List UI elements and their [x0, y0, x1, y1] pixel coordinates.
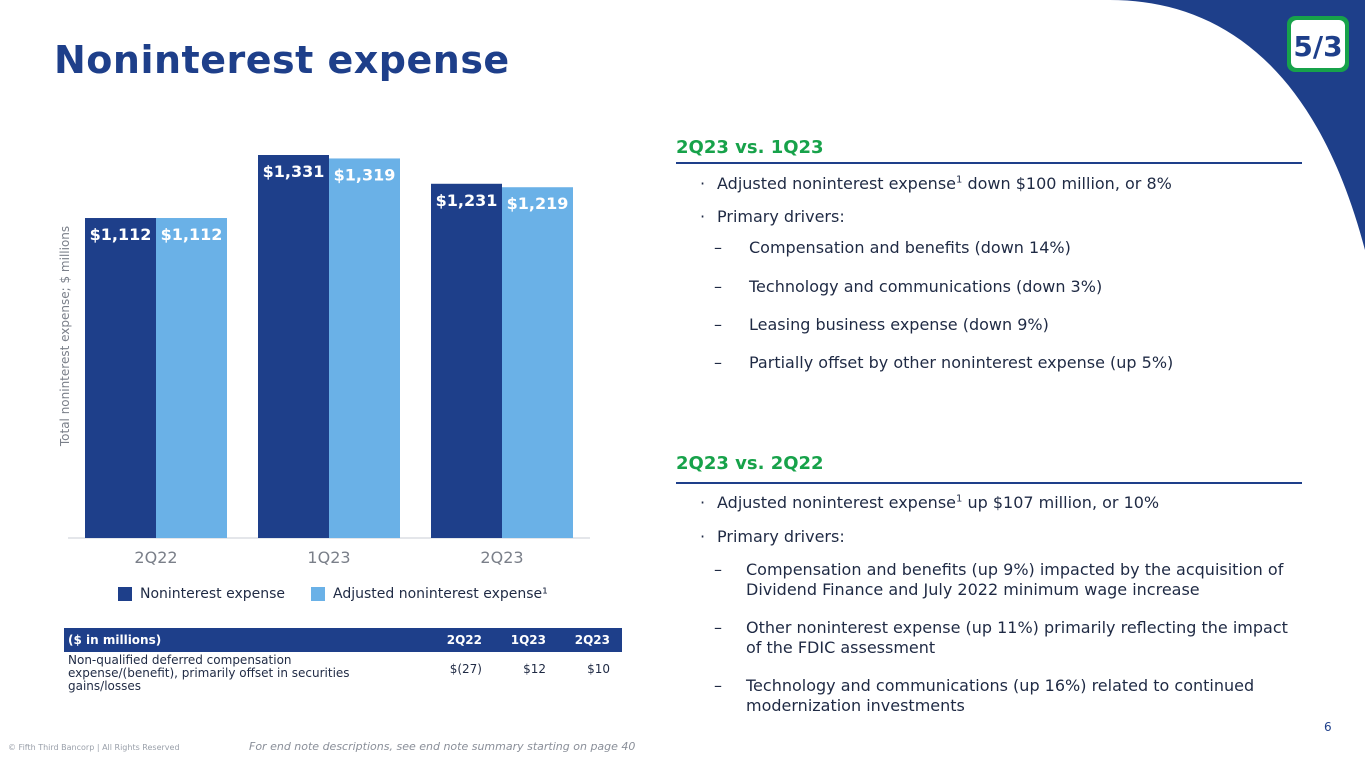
- table-cell: $10: [587, 662, 610, 676]
- legend-item-noninterest: Noninterest expense: [118, 586, 285, 602]
- data-label: $1,319: [334, 165, 396, 184]
- bar-adjusted-2Q22: [156, 218, 227, 538]
- table-header-cell: 2Q22: [446, 633, 482, 647]
- bar-noninterest-1Q23: [258, 155, 329, 538]
- bar-chart: $1,112 $1,112 2Q22 $1,331 $1,319 1Q23 $1,231 $1…: [68, 155, 590, 567]
- x-tick-label: 2Q22: [134, 548, 177, 567]
- page-title: Noninterest expense: [54, 38, 510, 82]
- data-label: $1,219: [507, 194, 569, 213]
- table-row: Non-qualified deferred compensation expe…: [64, 652, 622, 693]
- fifth-third-logo-icon: 5/3: [1287, 16, 1349, 72]
- legend-label-adjusted: Adjusted noninterest expense¹: [333, 586, 548, 602]
- table-header: ($ in millions) 2Q22 1Q23 2Q23: [64, 628, 622, 652]
- bar-adjusted-2Q23: [502, 187, 573, 538]
- bar-noninterest-2Q22: [85, 218, 156, 538]
- legend-item-adjusted: Adjusted noninterest expense¹: [311, 586, 548, 602]
- logo-text: 5/3: [1293, 30, 1342, 63]
- deferred-comp-table: ($ in millions) 2Q22 1Q23 2Q23 Non-quali…: [64, 628, 622, 693]
- section-divider: [676, 482, 1302, 484]
- data-label: $1,331: [263, 162, 325, 181]
- table-header-cell: ($ in millions): [68, 632, 162, 647]
- table-row-label: Non-qualified deferred compensation expe…: [68, 653, 350, 693]
- table-header-cell: 1Q23: [510, 633, 546, 647]
- table-cell: $12: [523, 662, 546, 676]
- data-label: $1,112: [161, 225, 223, 244]
- copyright-text: © Fifth Third Bancorp | All Rights Reser…: [8, 743, 180, 752]
- legend-swatch-dark: [118, 587, 132, 601]
- table-header-cell: 2Q23: [574, 633, 610, 647]
- section-heading-1q23: 2Q23 vs. 1Q23: [676, 137, 824, 158]
- table-cell: $(27): [449, 662, 482, 676]
- page-number: 6: [1324, 720, 1332, 734]
- endnote-text: For end note descriptions, see end note …: [249, 740, 636, 753]
- data-label: $1,231: [436, 191, 498, 210]
- chart-legend: Noninterest expense Adjusted noninterest…: [118, 586, 574, 602]
- bar-adjusted-1Q23: [329, 158, 400, 538]
- data-label: $1,112: [90, 225, 152, 244]
- section-heading-2q22: 2Q23 vs. 2Q22: [676, 453, 824, 474]
- section-divider: [676, 162, 1302, 164]
- x-tick-label: 1Q23: [307, 548, 350, 567]
- bar-noninterest-2Q23: [431, 183, 502, 538]
- x-tick-label: 2Q23: [480, 548, 523, 567]
- legend-swatch-light: [311, 587, 326, 601]
- legend-label-noninterest: Noninterest expense: [140, 586, 286, 602]
